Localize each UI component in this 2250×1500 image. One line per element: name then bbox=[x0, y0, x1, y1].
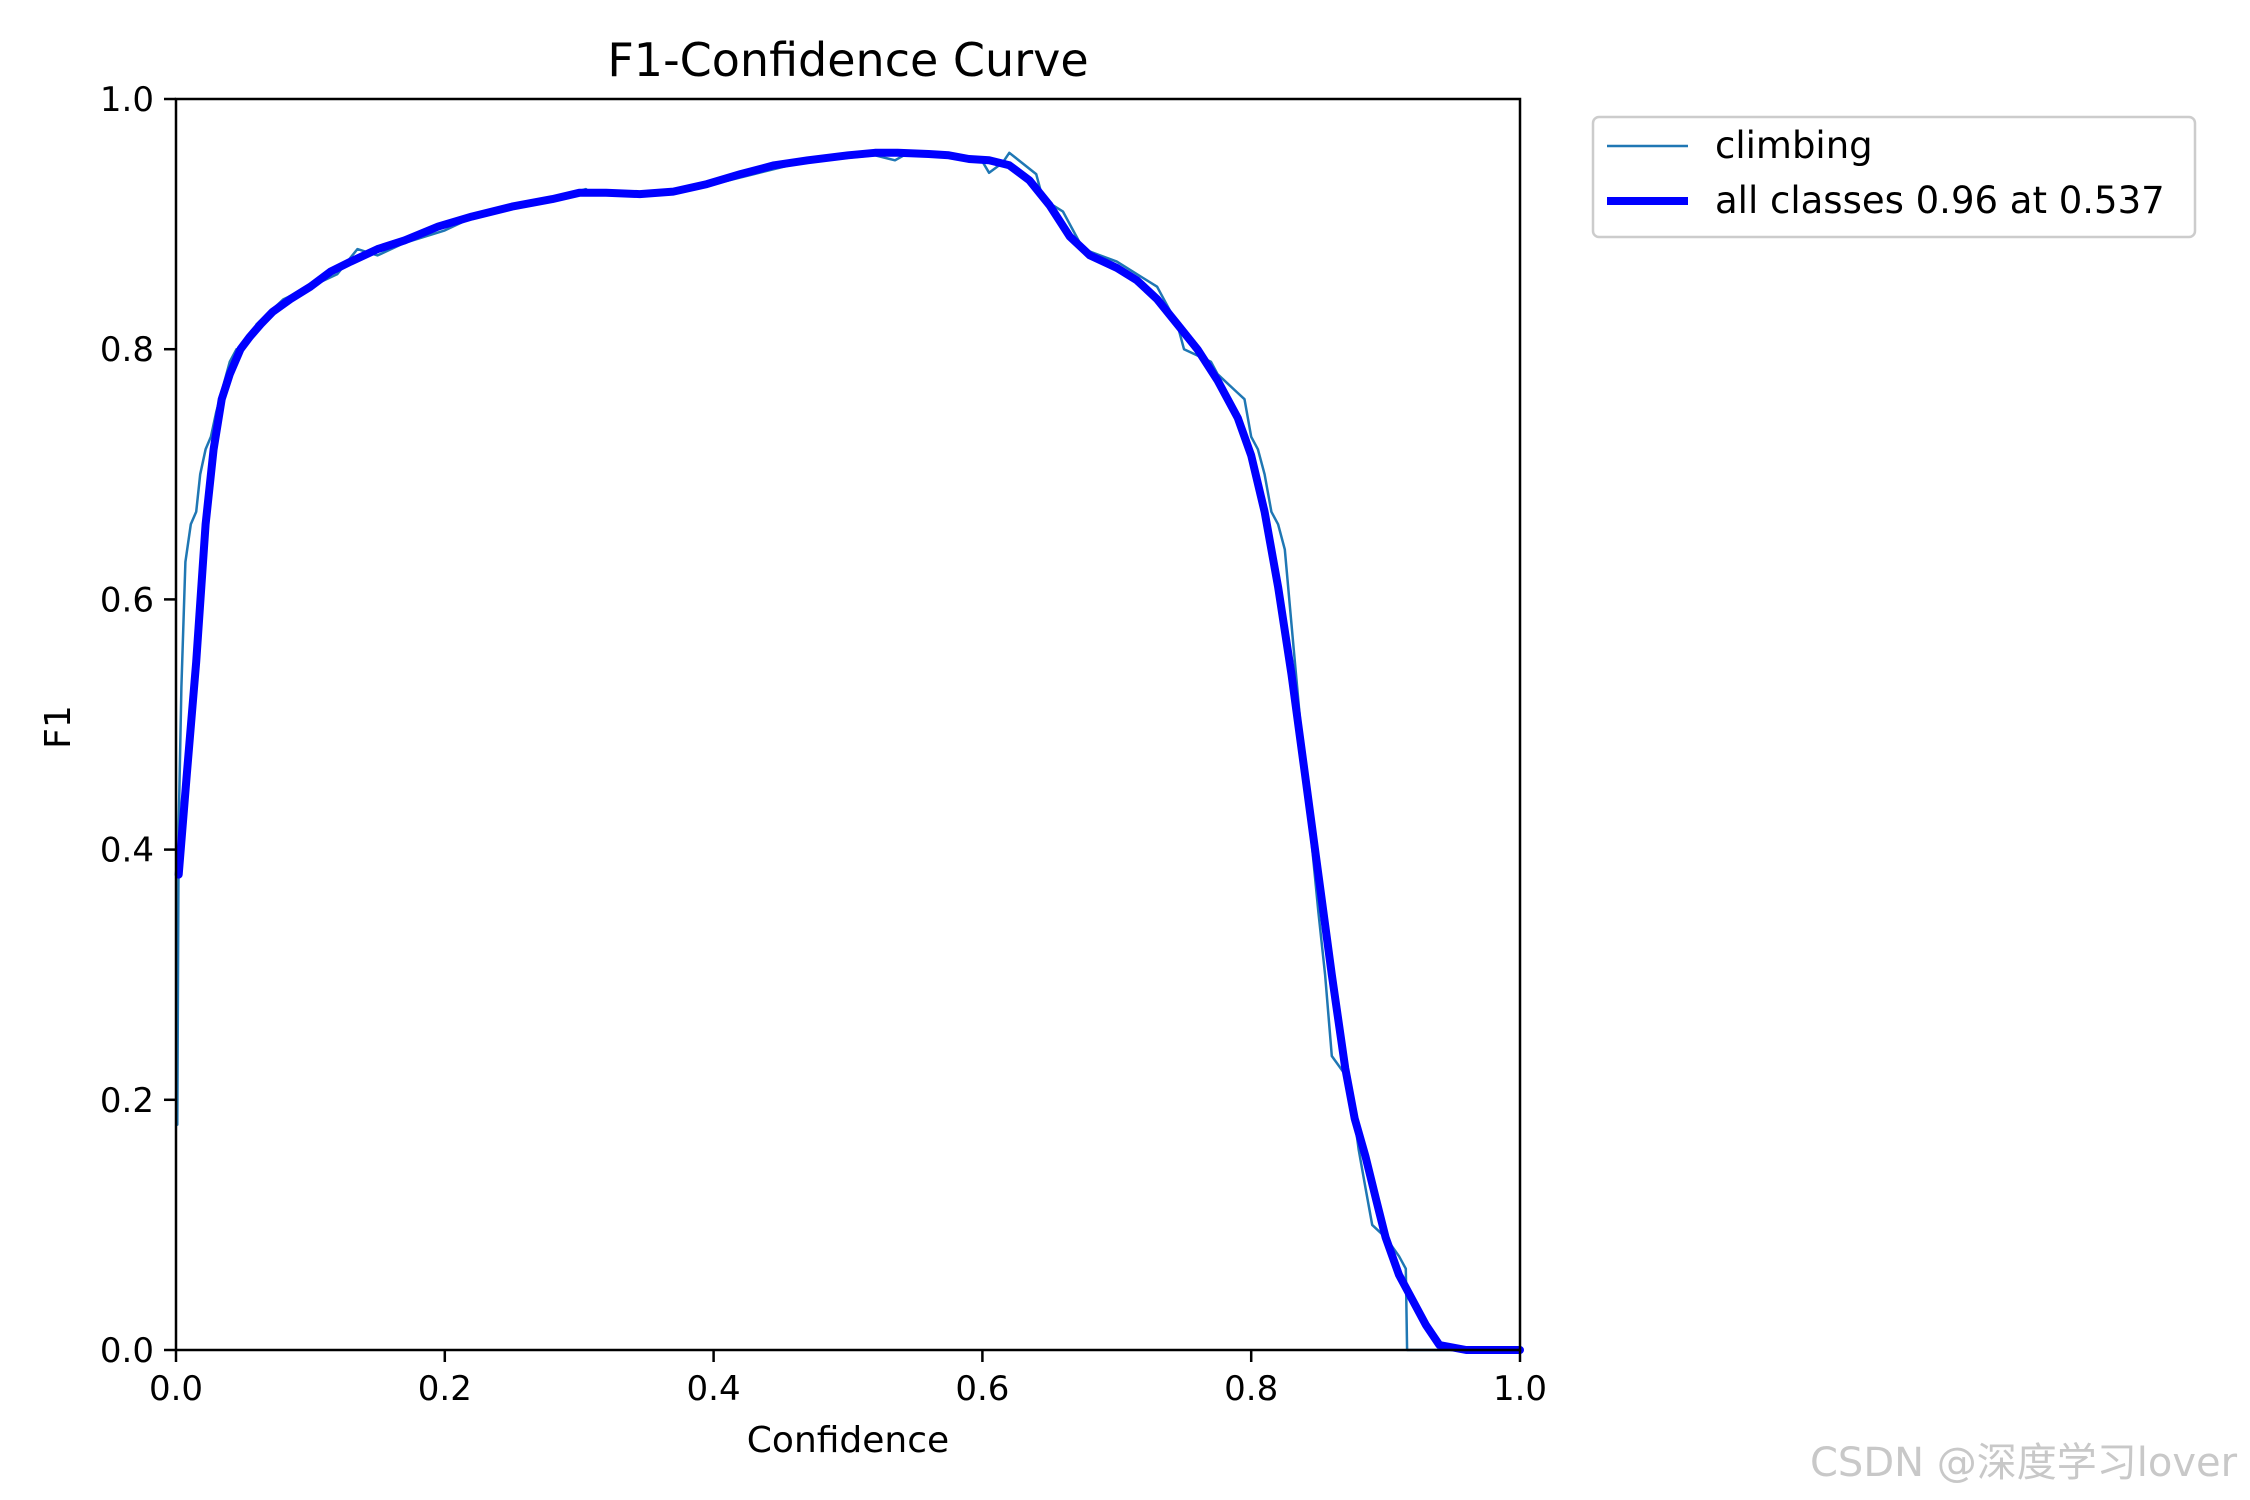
legend: climbing all classes 0.96 at 0.537 bbox=[1591, 115, 2197, 239]
x-axis: 0.0 0.2 0.4 0.6 0.8 1.0 bbox=[149, 1350, 1547, 1409]
x-axis-label: Confidence bbox=[747, 1420, 949, 1461]
legend-label-all-classes: all classes 0.96 at 0.537 bbox=[1715, 179, 2165, 222]
y-tick-label: 1.0 bbox=[100, 80, 154, 120]
watermark: CSDN @深度学习lover bbox=[1810, 1440, 2238, 1486]
y-tick-label: 0.4 bbox=[100, 831, 154, 871]
series-layer bbox=[174, 148, 1524, 1354]
x-tick-label: 0.2 bbox=[418, 1369, 472, 1409]
plot-frame bbox=[174, 97, 1522, 1352]
x-tick-label: 0.6 bbox=[955, 1369, 1009, 1409]
y-tick-label: 0.6 bbox=[100, 580, 154, 620]
y-tick-label: 0.0 bbox=[100, 1331, 154, 1371]
x-tick-label: 1.0 bbox=[1493, 1369, 1547, 1409]
legend-box bbox=[1591, 115, 2197, 239]
chart-title: F1-Confidence Curve bbox=[607, 33, 1088, 87]
x-tick-label: 0.8 bbox=[1224, 1369, 1278, 1409]
plot-area bbox=[174, 148, 1524, 1354]
x-tick-label: 0.0 bbox=[149, 1369, 203, 1409]
y-tick-label: 0.2 bbox=[100, 1081, 154, 1121]
y-axis-label: F1 bbox=[38, 705, 79, 749]
series-line-all-classes bbox=[174, 148, 1524, 1354]
legend-label-climbing: climbing bbox=[1715, 124, 1873, 167]
x-tick-label: 0.4 bbox=[687, 1369, 741, 1409]
y-tick-label: 0.8 bbox=[100, 330, 154, 370]
y-axis: 0.0 0.2 0.4 0.6 0.8 1.0 bbox=[100, 80, 176, 1371]
